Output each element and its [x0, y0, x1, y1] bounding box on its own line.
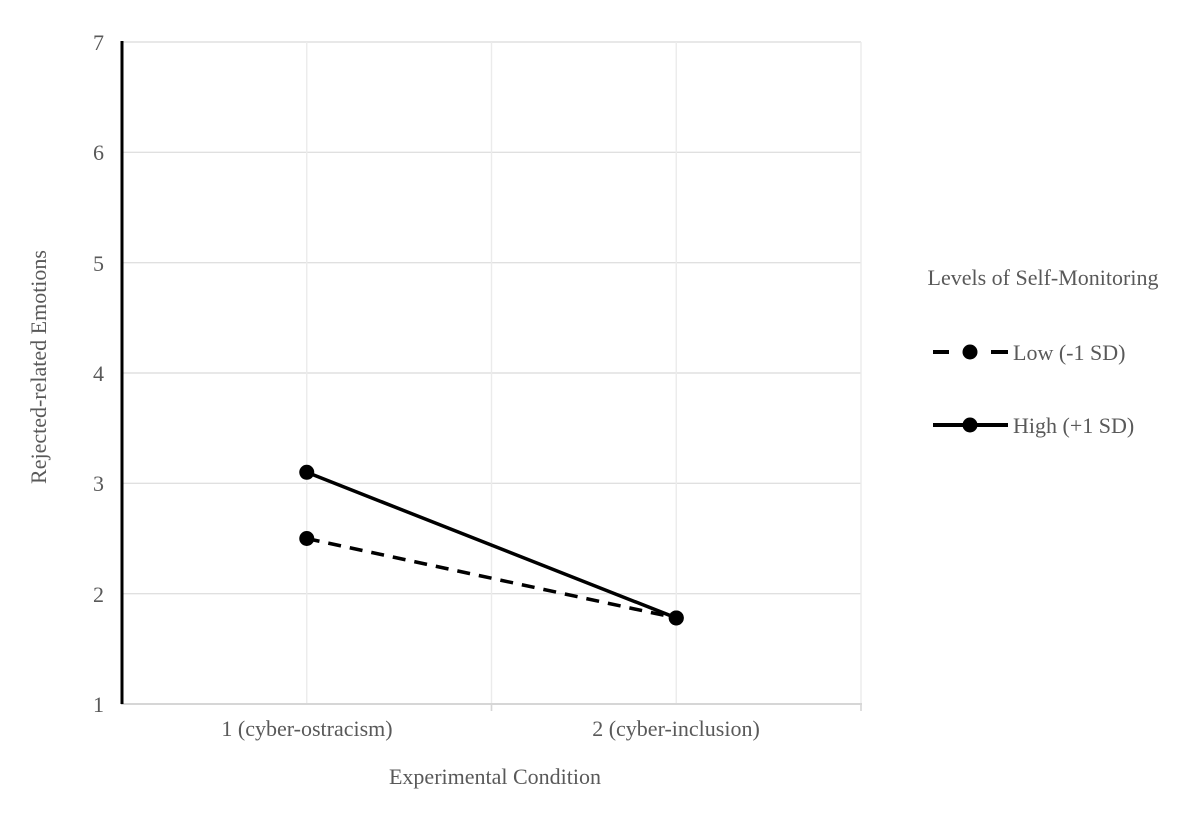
y-tick-label-7: 7	[93, 30, 104, 55]
legend-title: Levels of Self-Monitoring	[928, 265, 1159, 290]
data-point-marker	[668, 610, 684, 626]
legend-swatch-low	[933, 344, 1008, 360]
data-point-marker	[299, 531, 315, 546]
y-tick-label-5: 5	[93, 251, 104, 276]
x-tick-label-cyber-ostracism: 1 (cyber-ostracism)	[221, 716, 392, 741]
y-tick-label-6: 6	[93, 140, 104, 165]
legend-label-high: High (+1 SD)	[1013, 413, 1134, 438]
y-axis-title: Rejected-related Emotions	[26, 250, 51, 484]
legend-label-low: Low (-1 SD)	[1013, 340, 1125, 365]
series-high	[299, 464, 684, 626]
x-axis-title: Experimental Condition	[389, 764, 601, 789]
legend-swatch-high	[933, 417, 1008, 433]
y-tick-label-2: 2	[93, 582, 104, 607]
legend-swatch-layer	[933, 344, 1008, 433]
series-line	[306, 536, 677, 620]
legend-marker	[962, 417, 978, 433]
grid-layer	[120, 41, 862, 711]
series-line	[306, 470, 677, 620]
data-point-marker	[299, 464, 315, 480]
y-tick-label-3: 3	[93, 471, 104, 496]
series-layer	[299, 464, 684, 626]
y-tick-label-1: 1	[93, 692, 104, 717]
y-tick-label-4: 4	[93, 361, 104, 386]
x-tick-label-cyber-inclusion: 2 (cyber-inclusion)	[592, 716, 760, 741]
legend-marker	[962, 344, 978, 360]
